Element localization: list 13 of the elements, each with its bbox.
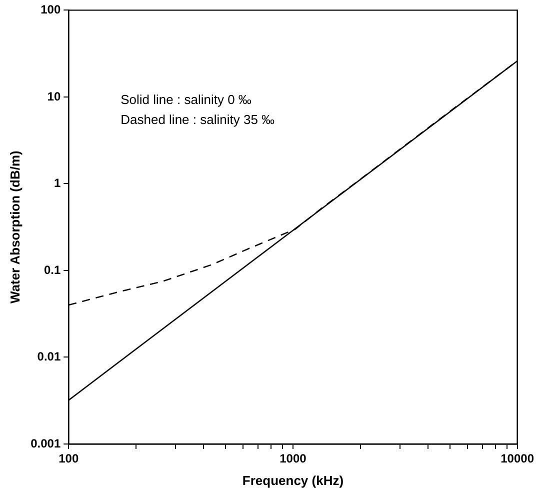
y-tick-label: 0.001 <box>30 436 61 450</box>
x-tick-label: 100 <box>58 452 79 466</box>
y-tick-label: 1 <box>54 176 61 190</box>
annotation: Dashed line : salinity 35 ‰ <box>120 112 275 127</box>
y-tick-label: 100 <box>40 2 61 17</box>
annotation: Solid line : salinity 0 ‰ <box>120 92 252 107</box>
x-axis-title: Frequency (kHz) <box>242 472 344 488</box>
y-axis-title: Water Absorption (dB/m) <box>7 150 22 304</box>
y-tick-label: 0.01 <box>37 350 61 364</box>
x-tick-label: 1000 <box>280 452 307 466</box>
x-tick-label: 10000 <box>500 452 534 466</box>
y-tick-label: 10 <box>47 89 61 104</box>
y-tick-label: 0.1 <box>44 262 61 277</box>
